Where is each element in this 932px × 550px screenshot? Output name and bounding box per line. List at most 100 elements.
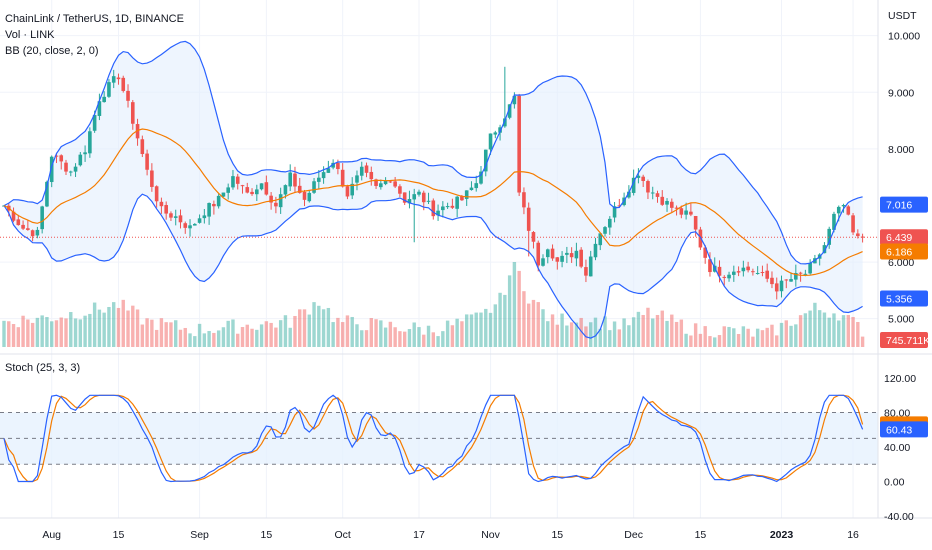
candle-body bbox=[436, 210, 440, 216]
volume-bar bbox=[860, 336, 865, 347]
volume-bar bbox=[45, 317, 49, 347]
price-badge-bg bbox=[880, 229, 928, 246]
candle-body bbox=[650, 192, 655, 194]
volume-bar bbox=[522, 291, 526, 347]
candle-body bbox=[584, 267, 588, 276]
volume-bar bbox=[803, 313, 808, 347]
volume-bar bbox=[188, 333, 192, 347]
volume-bar bbox=[164, 322, 168, 347]
volume-bar bbox=[178, 329, 183, 347]
candle-body bbox=[388, 181, 393, 183]
candle-body bbox=[45, 181, 49, 207]
volume-bar bbox=[765, 327, 769, 347]
volume-bar bbox=[560, 313, 564, 347]
candle-body bbox=[54, 155, 59, 157]
candle-body bbox=[321, 172, 326, 179]
volume-bar bbox=[708, 336, 712, 347]
volume-bar bbox=[236, 333, 240, 347]
volume-bar bbox=[207, 331, 211, 347]
volume-bar bbox=[288, 327, 292, 347]
time-axis[interactable]: Aug 15 Sep 15 Oct 17 Nov 15 Dec 15 2023 16 bbox=[42, 529, 859, 541]
volume-bar bbox=[569, 322, 574, 347]
candle-body bbox=[774, 283, 779, 292]
date-tick-label: 16 bbox=[847, 529, 859, 541]
volume-bar bbox=[293, 315, 297, 347]
candle-body bbox=[517, 95, 521, 193]
candle-body bbox=[173, 216, 178, 218]
volume-bar bbox=[837, 320, 841, 347]
price-tick-label: 10.000 bbox=[888, 31, 920, 43]
date-tick-label: 17 bbox=[413, 529, 425, 541]
volume-bar bbox=[197, 323, 202, 347]
price-badge-bg bbox=[880, 196, 928, 213]
candle-body bbox=[212, 203, 216, 207]
candle-body bbox=[364, 165, 369, 173]
candle-body bbox=[140, 139, 145, 155]
volume-bar bbox=[331, 322, 335, 347]
volume-bar bbox=[321, 309, 326, 347]
candle-body bbox=[250, 191, 254, 195]
date-tick-label: 15 bbox=[551, 529, 563, 541]
candle-body bbox=[326, 168, 331, 173]
volume-bar bbox=[92, 302, 97, 347]
volume-bar bbox=[360, 330, 364, 347]
volume-bar bbox=[226, 320, 230, 347]
candle-body bbox=[226, 187, 230, 193]
volume-bar bbox=[59, 317, 63, 347]
volume-bar bbox=[154, 329, 159, 347]
candle-body bbox=[374, 179, 378, 186]
candle-body bbox=[426, 200, 431, 202]
price-badge: 7.016 bbox=[886, 200, 912, 212]
price-axis[interactable]: 10.000 9.000 8.000 6.000 5.000 bbox=[888, 31, 920, 326]
candle-body bbox=[469, 187, 474, 191]
date-tick-label: Oct bbox=[334, 529, 350, 541]
volume-bar bbox=[350, 316, 354, 347]
candle-body bbox=[689, 211, 693, 215]
volume-bar bbox=[531, 299, 536, 347]
volume-bar bbox=[183, 327, 187, 347]
volume-bar bbox=[121, 299, 125, 347]
volume-bar bbox=[612, 321, 617, 347]
volume-bar bbox=[574, 322, 579, 347]
volume-bar bbox=[240, 327, 245, 347]
candle-body bbox=[445, 206, 450, 208]
candle-body bbox=[359, 166, 364, 176]
candle-body bbox=[245, 187, 250, 193]
candle-body bbox=[193, 223, 197, 226]
volume-legend[interactable]: Vol · LINK bbox=[5, 29, 55, 41]
candle-body bbox=[498, 127, 502, 133]
volume-bar bbox=[536, 302, 540, 347]
candle-body bbox=[231, 176, 235, 188]
candle-body bbox=[703, 247, 707, 258]
stoch-tick-label: 0.00 bbox=[884, 477, 905, 489]
volume-bar bbox=[159, 318, 164, 347]
candle-body bbox=[83, 152, 87, 155]
stoch-d-line bbox=[3, 394, 864, 483]
candle-body bbox=[770, 277, 774, 285]
candle-body bbox=[312, 181, 316, 193]
candle-body bbox=[102, 96, 106, 103]
candle-body bbox=[59, 155, 64, 162]
candle-body bbox=[398, 186, 402, 194]
volume-bar bbox=[50, 321, 54, 347]
volume-bar bbox=[11, 324, 16, 347]
candle-body bbox=[11, 211, 16, 221]
stochastic-legend[interactable]: Stoch (25, 3, 3) bbox=[5, 362, 80, 374]
volume-bar bbox=[593, 317, 598, 347]
candle-body bbox=[40, 206, 44, 230]
candle-body bbox=[355, 175, 359, 183]
candle-body bbox=[450, 205, 455, 208]
date-tick-label: 15 bbox=[261, 529, 273, 541]
bollinger-legend[interactable]: BB (20, close, 2, 0) bbox=[5, 45, 99, 57]
candle-body bbox=[822, 245, 827, 254]
candle-body bbox=[431, 200, 436, 217]
volume-bar bbox=[784, 320, 788, 347]
bollinger-band-fill bbox=[4, 41, 863, 339]
candle-body bbox=[455, 196, 459, 209]
volume-bar bbox=[460, 321, 464, 347]
candle-body bbox=[598, 233, 603, 246]
volume-bar bbox=[846, 314, 850, 347]
candle-body bbox=[593, 243, 598, 258]
